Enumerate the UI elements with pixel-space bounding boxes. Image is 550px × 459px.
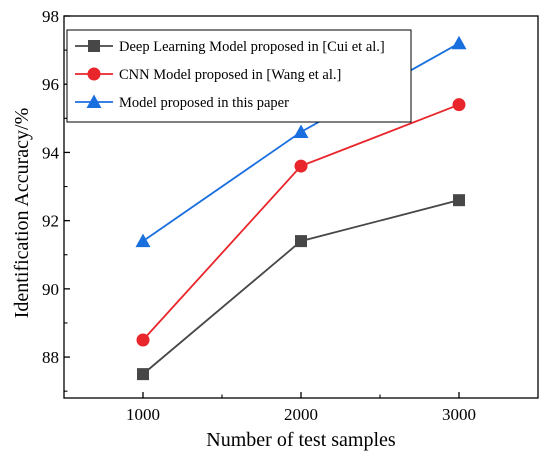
series-1 (136, 98, 466, 347)
series-1-point-1 (294, 159, 308, 173)
series-2-point-0 (135, 233, 151, 248)
y-tick-label-2: 92 (42, 212, 59, 231)
y-tick-label-1: 90 (42, 280, 59, 299)
series-0-point-0 (137, 368, 149, 381)
x-tick-label-0: 1000 (126, 405, 160, 424)
series-layer (135, 35, 467, 381)
y-tick-label-5: 98 (42, 7, 59, 26)
y-axis-title: Identification Accuracy/% (11, 108, 33, 318)
series-0-point-1 (295, 235, 307, 248)
legend-marker-2 (86, 94, 102, 108)
legend-label-2: Model proposed in this paper (119, 95, 289, 111)
legend-label-0: Deep Learning Model proposed in [Cui et … (119, 39, 385, 55)
series-0-point-2 (453, 194, 465, 207)
series-1-line (142, 103, 460, 341)
series-1-point-0 (136, 333, 150, 347)
y-tick-label-4: 96 (42, 75, 59, 94)
axes: 88 90 92 94 96 98 1000 2000 3000 (42, 7, 539, 424)
x-tick-label-1: 2000 (284, 405, 318, 424)
y-tick-label-0: 88 (42, 348, 59, 367)
legend-marker-0 (88, 40, 100, 52)
legend-label-1: CNN Model proposed in [Wang et al.] (119, 67, 341, 83)
legend: Deep Learning Model proposed in [Cui et … (66, 29, 412, 123)
legend-box (66, 29, 412, 123)
series-0 (137, 194, 465, 381)
x-axis-title: Number of test samples (206, 429, 396, 451)
series-2-point-2 (451, 35, 467, 50)
y-tick-label-3: 94 (42, 143, 60, 162)
series-2-point-1 (293, 124, 309, 138)
legend-marker-1 (87, 67, 101, 81)
x-tick-label-2: 3000 (442, 405, 476, 424)
series-1-point-2 (452, 98, 466, 112)
